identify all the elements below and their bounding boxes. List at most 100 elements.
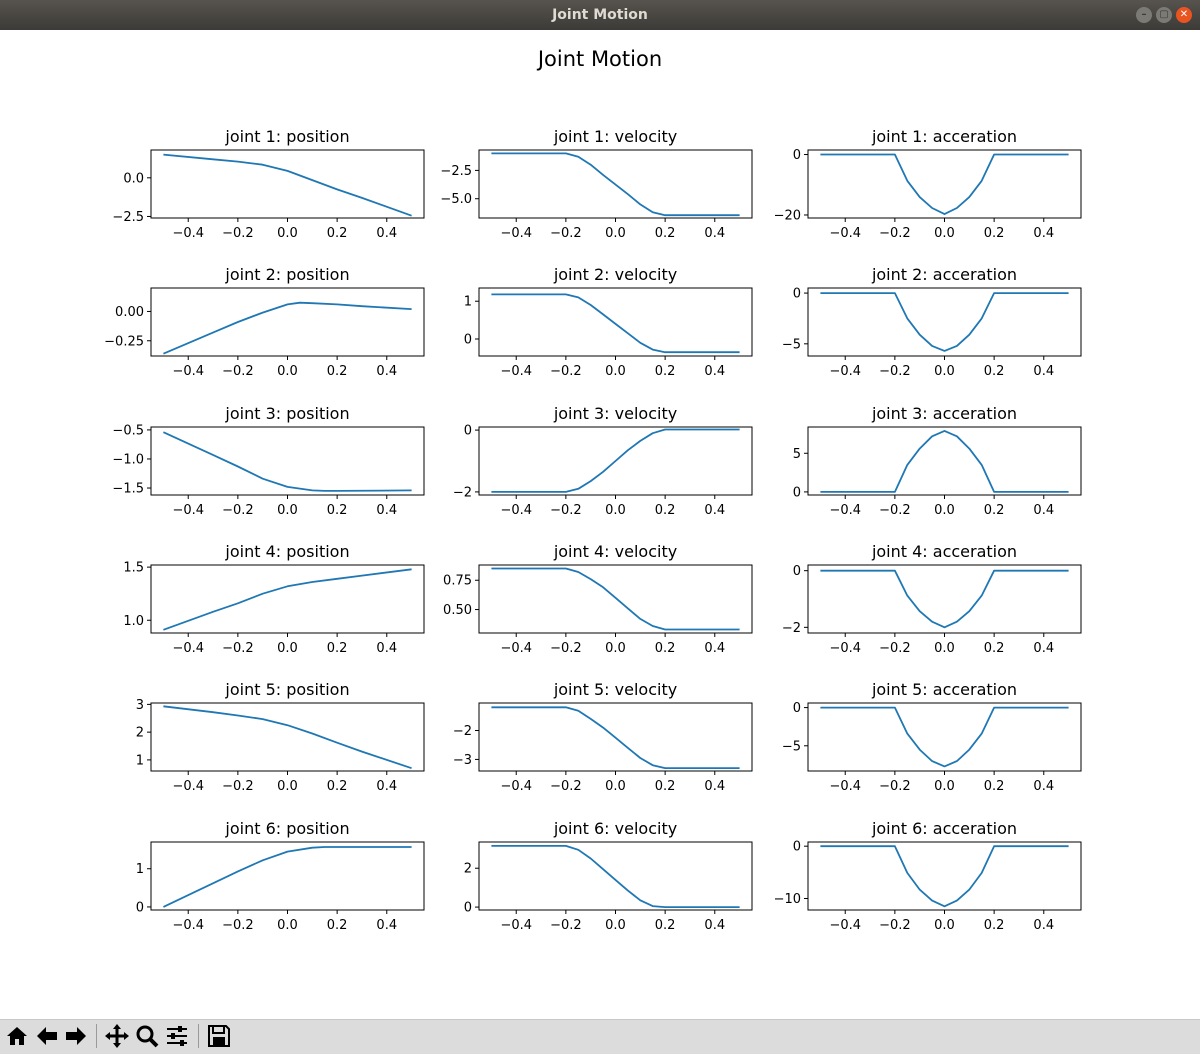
x-tick-label: −0.4 <box>829 503 861 518</box>
subplot-9: joint 3: acceration −0.4 −0.2 0.0 0.2 0.4 5 0 <box>793 404 1082 518</box>
x-tick-label: −0.2 <box>550 918 582 933</box>
subplot-10: joint 4: position −0.4 −0.2 0.0 0.2 0.4 1.5 1.0 <box>123 542 425 656</box>
axes-frame <box>807 564 1082 634</box>
series-line <box>491 428 740 493</box>
x-tick-label: 0.4 <box>704 364 725 379</box>
x-tick-label: 0.0 <box>277 503 298 518</box>
series-line <box>491 567 740 631</box>
save-icon[interactable] <box>206 1023 232 1049</box>
subplot-2: joint 1: velocity −0.4 −0.2 0.0 0.2 0.4 −2.5 −5… <box>440 127 753 241</box>
figure-canvas: Joint Motion joint 1: position −0.4 −0.2 0.0… <box>104 47 1082 933</box>
x-tick-label: −0.2 <box>879 918 911 933</box>
figure-title: Joint Motion <box>536 47 662 71</box>
series-line <box>820 153 1069 216</box>
axes-frame <box>150 287 425 357</box>
configure-subplots-icon[interactable] <box>164 1023 190 1049</box>
subplot-8: joint 3: velocity −0.4 −0.2 0.0 0.2 0.4 0 −2 <box>453 404 753 518</box>
subplot-17: joint 6: velocity −0.4 −0.2 0.0 0.2 0.4 2 0 <box>464 819 753 933</box>
x-tick-label: 0.2 <box>655 226 676 241</box>
back-arrow-icon[interactable] <box>34 1023 60 1049</box>
subplot-title: joint 2: velocity <box>553 265 677 284</box>
series-line <box>820 569 1069 629</box>
x-tick-label: −0.4 <box>829 918 861 933</box>
window-controls: – ▢ ✕ <box>1136 7 1192 23</box>
x-tick-label: 0.2 <box>984 918 1005 933</box>
y-tick-label: −2.5 <box>440 164 472 179</box>
subplot-title: joint 1: position <box>224 127 349 146</box>
axes-frame <box>807 426 1082 496</box>
y-tick-label: 2 <box>136 726 144 741</box>
x-tick-label: −0.2 <box>879 641 911 656</box>
x-tick-label: 0.4 <box>1033 918 1054 933</box>
x-tick-label: −0.4 <box>172 641 204 656</box>
y-tick-label: 0.00 <box>115 305 144 320</box>
y-tick-label: −0.5 <box>112 423 144 438</box>
x-tick-label: −0.4 <box>172 226 204 241</box>
y-tick-label: −2 <box>782 621 801 636</box>
x-tick-label: 0.0 <box>934 226 955 241</box>
maximize-button[interactable]: ▢ <box>1156 7 1172 23</box>
y-tick-label: 0 <box>793 287 801 302</box>
x-tick-label: −0.2 <box>222 918 254 933</box>
y-tick-label: −1.0 <box>112 452 144 467</box>
axes-frame <box>150 426 425 496</box>
x-tick-label: 0.4 <box>1033 364 1054 379</box>
x-tick-label: 0.0 <box>934 779 955 794</box>
y-tick-label: −5 <box>782 739 801 754</box>
pan-icon[interactable] <box>104 1023 130 1049</box>
close-button[interactable]: ✕ <box>1176 7 1192 23</box>
subplot-title: joint 2: position <box>224 265 349 284</box>
y-tick-label: 0 <box>464 901 472 916</box>
x-tick-label: −0.4 <box>500 779 532 794</box>
toolbar-separator <box>96 1024 97 1048</box>
series-line <box>820 706 1069 768</box>
subplot-title: joint 6: acceration <box>871 819 1017 838</box>
x-tick-label: 0.2 <box>655 918 676 933</box>
subplot-title: joint 1: velocity <box>553 127 677 146</box>
subplot-title: joint 6: position <box>224 819 349 838</box>
window-title: Joint Motion <box>552 7 648 23</box>
zoom-icon[interactable] <box>134 1023 160 1049</box>
x-tick-label: 0.0 <box>934 641 955 656</box>
x-tick-label: 0.0 <box>277 779 298 794</box>
x-tick-label: 0.4 <box>704 779 725 794</box>
x-tick-label: 0.0 <box>277 364 298 379</box>
x-tick-label: 0.0 <box>277 226 298 241</box>
home-icon[interactable] <box>4 1023 30 1049</box>
subplot-title: joint 5: position <box>224 680 349 699</box>
axes-frame <box>150 564 425 634</box>
x-tick-label: 0.4 <box>1033 503 1054 518</box>
subplot-title: joint 5: acceration <box>871 680 1017 699</box>
subplot-11: joint 4: velocity −0.4 −0.2 0.0 0.2 0.4 0.75 0.… <box>443 542 753 656</box>
y-tick-label: 1.5 <box>123 561 144 576</box>
forward-arrow-icon[interactable] <box>63 1023 89 1049</box>
y-tick-label: −10 <box>774 892 801 907</box>
subplot-12: joint 4: acceration −0.4 −0.2 0.0 0.2 0.4 0 −2 <box>782 542 1082 656</box>
y-tick-label: −20 <box>774 208 801 223</box>
series-line <box>163 153 412 217</box>
x-tick-label: 0.4 <box>376 503 397 518</box>
x-tick-label: 0.0 <box>605 503 626 518</box>
y-tick-label: 0.75 <box>443 574 472 589</box>
subplot-14: joint 5: velocity −0.4 −0.2 0.0 0.2 0.4 −2 −3 <box>453 680 753 794</box>
x-tick-label: 0.0 <box>277 918 298 933</box>
subplot-15: joint 5: acceration −0.4 −0.2 0.0 0.2 0.4 0 −5 <box>782 680 1082 794</box>
axes-frame <box>478 564 753 634</box>
x-tick-label: 0.2 <box>655 364 676 379</box>
y-tick-label: 3 <box>136 698 144 713</box>
x-tick-label: 0.4 <box>376 226 397 241</box>
axes-frame <box>807 841 1082 911</box>
x-tick-label: 0.2 <box>984 779 1005 794</box>
x-tick-label: 0.4 <box>1033 226 1054 241</box>
x-tick-label: −0.2 <box>550 503 582 518</box>
series-line <box>491 293 740 354</box>
x-tick-label: 0.2 <box>327 226 348 241</box>
minimize-button[interactable]: – <box>1136 7 1152 23</box>
y-tick-label: 1.0 <box>123 614 144 629</box>
x-tick-label: −0.4 <box>172 779 204 794</box>
series-line <box>163 431 412 492</box>
x-tick-label: 0.2 <box>984 641 1005 656</box>
y-tick-label: 1 <box>136 862 144 877</box>
x-tick-label: −0.2 <box>222 364 254 379</box>
series-line <box>491 152 740 217</box>
